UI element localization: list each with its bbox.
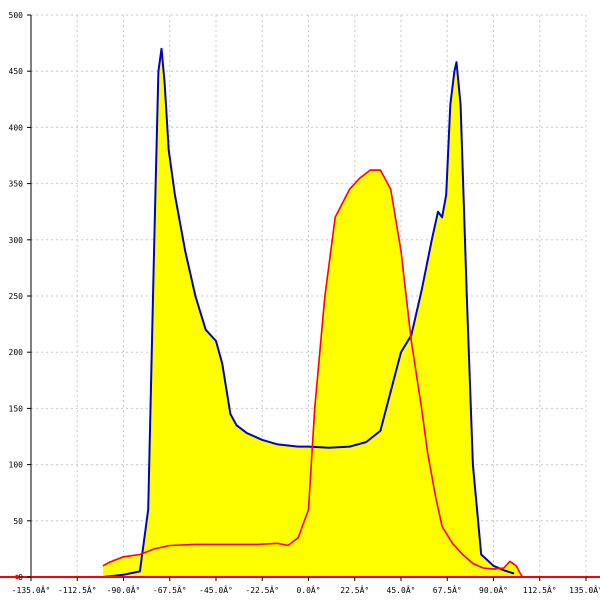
x-tick-label: -67.5Â° xyxy=(153,584,187,595)
y-tick-label: 50 xyxy=(13,517,23,526)
axes xyxy=(0,14,600,581)
y-tick-label: 100 xyxy=(9,461,24,470)
x-tick-label: 90.0Â° xyxy=(479,584,508,595)
x-tick-label: -135.0Â° xyxy=(12,584,51,595)
y-tick-label: 350 xyxy=(9,180,24,189)
x-tick-label: 22.5Â° xyxy=(340,584,369,595)
y-tick-label: 200 xyxy=(9,348,24,357)
x-tick-label: -112.5Â° xyxy=(58,584,97,595)
area-fill-red-series xyxy=(102,170,523,577)
y-tick-label: 150 xyxy=(9,404,24,413)
x-tick-label: 45.0Â° xyxy=(387,584,416,595)
y-tick-label: 0 xyxy=(18,573,23,582)
y-tick-label: 450 xyxy=(9,67,24,76)
x-tick-label: 112.5Â° xyxy=(523,584,557,595)
y-tick-labels: 0 50 100 150 200 250 300 350 400 450 500 xyxy=(9,11,24,582)
series-lines xyxy=(102,47,523,578)
area-fill-layer xyxy=(102,48,523,577)
y-tick-label: 500 xyxy=(9,11,24,20)
y-tick-label: 400 xyxy=(9,123,24,132)
x-tick-label: 67.5Â° xyxy=(433,584,462,595)
y-tick-label: 250 xyxy=(9,292,24,301)
x-tick-label: -22.5Â° xyxy=(245,584,279,595)
x-tick-label: -45.0Â° xyxy=(199,584,233,595)
series-line-red xyxy=(102,169,523,578)
baseline-marker xyxy=(14,574,20,580)
x-tick-label: 0.0Â° xyxy=(296,584,320,595)
x-tick-labels: -135.0Â° -112.5Â° -90.0Â° -67.5Â° -45.0Â° -22… xyxy=(12,584,600,595)
y-tick-label: 300 xyxy=(9,236,24,245)
x-tick-label: 135.0Â° xyxy=(569,584,600,595)
x-tick-label: -90.0Â° xyxy=(107,584,141,595)
series-line-blue xyxy=(102,47,515,578)
